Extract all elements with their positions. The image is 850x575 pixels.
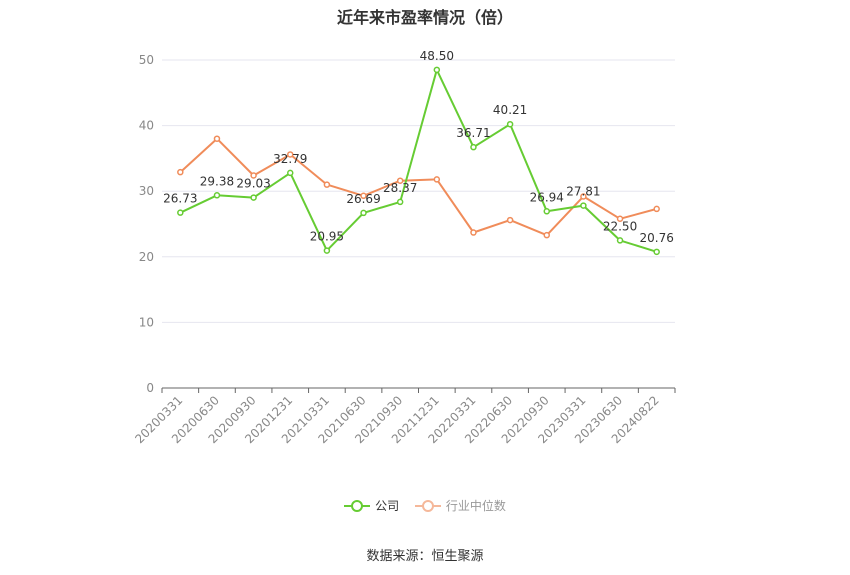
data-source-note: 数据来源：恒生聚源 <box>366 549 484 564</box>
company-data-label: 26.73 <box>163 192 197 206</box>
industry-median-data-point <box>580 193 587 200</box>
company-data-point <box>396 198 404 206</box>
company-data-point <box>433 66 441 74</box>
company-data-point <box>177 209 184 216</box>
y-tick-label: 20 <box>139 250 154 264</box>
company-data-label: 28.37 <box>383 181 417 195</box>
company-data-label: 20.95 <box>310 230 344 244</box>
company-data-label: 40.21 <box>493 103 527 117</box>
legend-industry-median-label: 行业中位数 <box>445 499 506 513</box>
pe-ratio-line-chart: 0102030405020200331202006302020093020201… <box>132 49 676 446</box>
company-data-point <box>323 247 331 254</box>
company-data-label: 32.79 <box>273 152 307 166</box>
company-data-label: 27.81 <box>566 185 600 199</box>
company-data-label: 29.03 <box>236 177 270 191</box>
industry-median-data-point <box>177 168 184 176</box>
y-tick-label: 0 <box>146 381 154 395</box>
company-data-point <box>250 194 257 201</box>
chart-legend: 公司 行业中位数 <box>0 497 850 516</box>
industry-median-data-point <box>470 229 477 236</box>
company-data-label: 29.38 <box>200 174 234 188</box>
legend-company-label: 公司 <box>375 499 400 513</box>
industry-median-data-point <box>543 231 550 239</box>
company-data-point <box>580 202 587 209</box>
industry-median-data-point <box>250 172 257 179</box>
legend-industry-line-marker-icon <box>414 499 441 513</box>
company-data-label: 36.71 <box>456 126 490 140</box>
company-data-point <box>506 120 514 128</box>
company-data-point <box>543 208 550 215</box>
y-tick-label: 10 <box>139 315 154 329</box>
company-data-point <box>213 192 221 199</box>
company-series-line <box>179 68 657 253</box>
y-tick-label: 40 <box>139 119 154 133</box>
industry-median-data-point <box>396 177 404 184</box>
company-data-label: 20.76 <box>639 231 673 245</box>
company-data-point <box>616 237 624 244</box>
company-data-point <box>653 248 660 256</box>
chart-title: 近年来市盈率情况（倍） <box>336 8 513 27</box>
industry-median-data-point <box>323 181 331 188</box>
company-data-point <box>287 169 294 177</box>
industry-median-data-point <box>616 215 624 223</box>
company-data-point <box>470 143 477 151</box>
y-tick-label: 30 <box>139 184 154 198</box>
y-tick-label: 50 <box>139 53 154 67</box>
industry-median-data-point <box>506 216 514 224</box>
company-data-point <box>360 209 367 217</box>
company-data-label: 26.69 <box>346 192 380 206</box>
company-data-label: 48.50 <box>420 49 454 63</box>
company-data-label: 26.94 <box>530 190 564 204</box>
industry-median-data-point <box>653 205 660 213</box>
company-data-label: 22.50 <box>603 219 637 233</box>
industry-median-data-point <box>433 176 441 183</box>
legend-item-company[interactable]: 公司 <box>344 497 399 514</box>
industry-median-data-point <box>213 135 221 142</box>
legend-item-industry-median[interactable]: 行业中位数 <box>414 497 506 514</box>
industry-median-data-point <box>360 192 367 200</box>
industry-median-series-line <box>179 137 657 237</box>
legend-company-line-marker-icon <box>344 499 371 513</box>
industry-median-data-point <box>287 151 294 158</box>
